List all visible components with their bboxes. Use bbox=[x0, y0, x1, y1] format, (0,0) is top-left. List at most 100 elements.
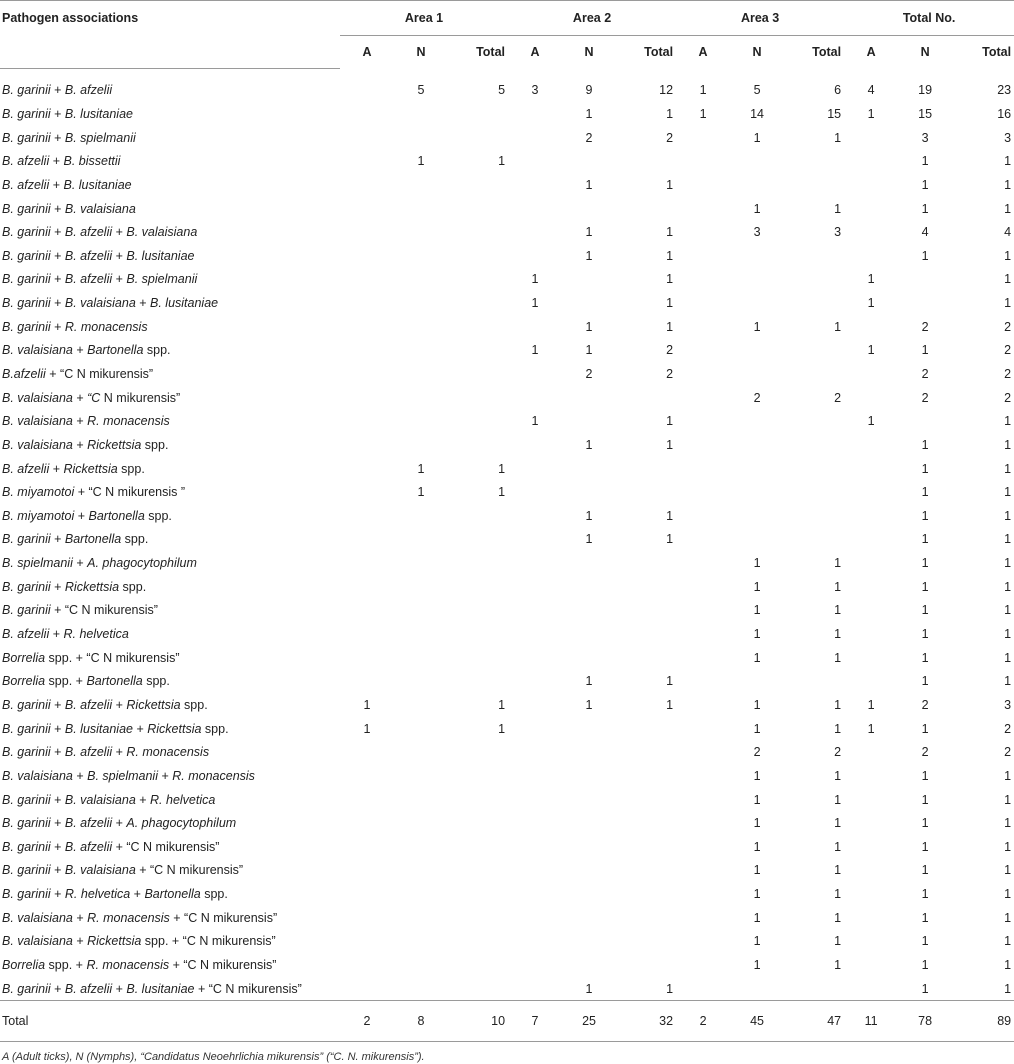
label-segment: spp. bbox=[201, 721, 229, 736]
table-cell bbox=[676, 126, 730, 150]
table-cell: 1 bbox=[867, 343, 875, 358]
table-cell bbox=[844, 126, 898, 150]
table-cell bbox=[448, 362, 508, 386]
table-row: B. garinii + B. lusitaniae 1 1 1 14 15 1 15 16 bbox=[0, 102, 1014, 126]
table-row: B. garinii + B. afzelii + B. lusitaniae 1… bbox=[0, 244, 1014, 268]
label-segment: A. phagocytophilum bbox=[126, 816, 237, 831]
table-cell bbox=[394, 551, 448, 575]
table-cell bbox=[616, 930, 676, 954]
table-cell bbox=[784, 977, 844, 1001]
table-cell bbox=[676, 433, 730, 457]
table-cell: 1 bbox=[585, 697, 593, 712]
table-cell bbox=[562, 717, 616, 741]
table-cell bbox=[844, 740, 898, 764]
table-row: B. valaisiana + Bartonella spp. 1 1 2 1 1 2 bbox=[0, 339, 1014, 363]
row-label: B. garinii + “C N mikurensis” bbox=[0, 599, 340, 623]
table-cell bbox=[394, 882, 448, 906]
subcol-header-n: N bbox=[920, 45, 930, 59]
table-cell bbox=[676, 480, 730, 504]
table-cell bbox=[394, 197, 448, 221]
table-cell bbox=[676, 339, 730, 363]
label-segment: Rickettsia bbox=[63, 461, 118, 476]
table-row: B. spielmanii + A. phagocytophilum 1 1 1 1 bbox=[0, 551, 1014, 575]
table-cell bbox=[616, 906, 676, 930]
label-segment: + bbox=[50, 839, 65, 854]
table-cell: 1 bbox=[921, 532, 929, 547]
table-cell bbox=[844, 575, 898, 599]
table-cell bbox=[730, 268, 784, 292]
table-cell: 1 bbox=[1004, 768, 1012, 783]
subcol-header-a: A bbox=[362, 45, 372, 59]
label-segment: B. garinii bbox=[2, 201, 51, 216]
table-cell: 1 bbox=[834, 319, 842, 334]
total-cell: 32 bbox=[616, 1000, 677, 1043]
table-cell bbox=[448, 575, 508, 599]
table-cell bbox=[394, 362, 448, 386]
label-segment: B. spielmanii bbox=[64, 130, 136, 145]
table-cell: 1 bbox=[753, 863, 761, 878]
label-segment: B. lusitaniae bbox=[126, 248, 195, 263]
table-body: B. garinii + B. afzelii 5 5 3 9 12 1 5 6 4 19 23 B. … bbox=[0, 68, 1014, 1043]
table-cell: 3 bbox=[1004, 697, 1012, 712]
subcol-header-total: Total bbox=[644, 45, 674, 59]
table-cell bbox=[340, 409, 394, 433]
table-cell: 2 bbox=[921, 697, 929, 712]
table-cell bbox=[394, 291, 448, 315]
label-segment: spp. bbox=[141, 437, 169, 452]
row-label: Borrelia spp. + Bartonella spp. bbox=[0, 670, 340, 694]
table-cell bbox=[844, 197, 898, 221]
table-cell: 1 bbox=[834, 958, 842, 973]
table-cell: 2 bbox=[921, 319, 929, 334]
table-cell bbox=[616, 882, 676, 906]
subcol-header-total: Total bbox=[812, 45, 842, 59]
table-row: B. garinii + Rickettsia spp. 1 1 1 1 bbox=[0, 575, 1014, 599]
table-cell bbox=[676, 173, 730, 197]
table-cell bbox=[448, 811, 508, 835]
table-cell bbox=[394, 126, 448, 150]
table-cell bbox=[676, 268, 730, 292]
table-cell: 1 bbox=[585, 248, 593, 263]
label-segment: + bbox=[49, 177, 64, 192]
table-cell bbox=[730, 149, 784, 173]
table-cell bbox=[676, 551, 730, 575]
table-cell bbox=[844, 220, 898, 244]
label-segment: + bbox=[112, 697, 127, 712]
table-cell: 1 bbox=[1004, 154, 1012, 169]
table-cell: 1 bbox=[498, 485, 506, 500]
label-segment: + bbox=[50, 106, 65, 121]
table-cell bbox=[844, 386, 898, 410]
row-label: B. valaisiana + “C N mikurensis” bbox=[0, 386, 340, 410]
table-cell: 1 bbox=[753, 958, 761, 973]
table-cell: 1 bbox=[921, 934, 929, 949]
table-cell bbox=[676, 835, 730, 859]
table-cell: 1 bbox=[834, 721, 842, 736]
label-segment: B. garinii bbox=[2, 839, 51, 854]
row-label: B.afzelii + “C N mikurensis” bbox=[0, 362, 340, 386]
table-cell: 1 bbox=[1004, 674, 1012, 689]
table-cell bbox=[844, 906, 898, 930]
table-cell: 1 bbox=[531, 272, 539, 287]
table-cell: 2 bbox=[834, 390, 842, 405]
table-cell: 15 bbox=[918, 106, 933, 121]
table-cell bbox=[394, 717, 448, 741]
table-cell bbox=[340, 882, 394, 906]
table-cell bbox=[676, 362, 730, 386]
table-cell bbox=[448, 882, 508, 906]
table-cell bbox=[340, 575, 394, 599]
label-segment: + bbox=[49, 627, 64, 642]
total-cell: 78 bbox=[898, 1000, 953, 1043]
label-segment: + bbox=[50, 225, 65, 240]
table-cell: 1 bbox=[921, 201, 929, 216]
table-cell: 1 bbox=[921, 461, 929, 476]
row-label: B. valaisiana + Rickettsia spp. bbox=[0, 433, 340, 457]
label-segment: B. valaisiana bbox=[126, 225, 198, 240]
label-segment: B. afzelii bbox=[64, 981, 113, 996]
table-cell bbox=[616, 764, 676, 788]
table-row: B. afzelii + R. helvetica 1 1 1 1 bbox=[0, 622, 1014, 646]
table-cell: 1 bbox=[1004, 485, 1012, 500]
table-cell bbox=[562, 551, 616, 575]
table-cell bbox=[508, 622, 562, 646]
table-cell bbox=[508, 670, 562, 694]
label-segment: B. valaisiana bbox=[2, 343, 73, 358]
table-cell: 1 bbox=[417, 154, 425, 169]
